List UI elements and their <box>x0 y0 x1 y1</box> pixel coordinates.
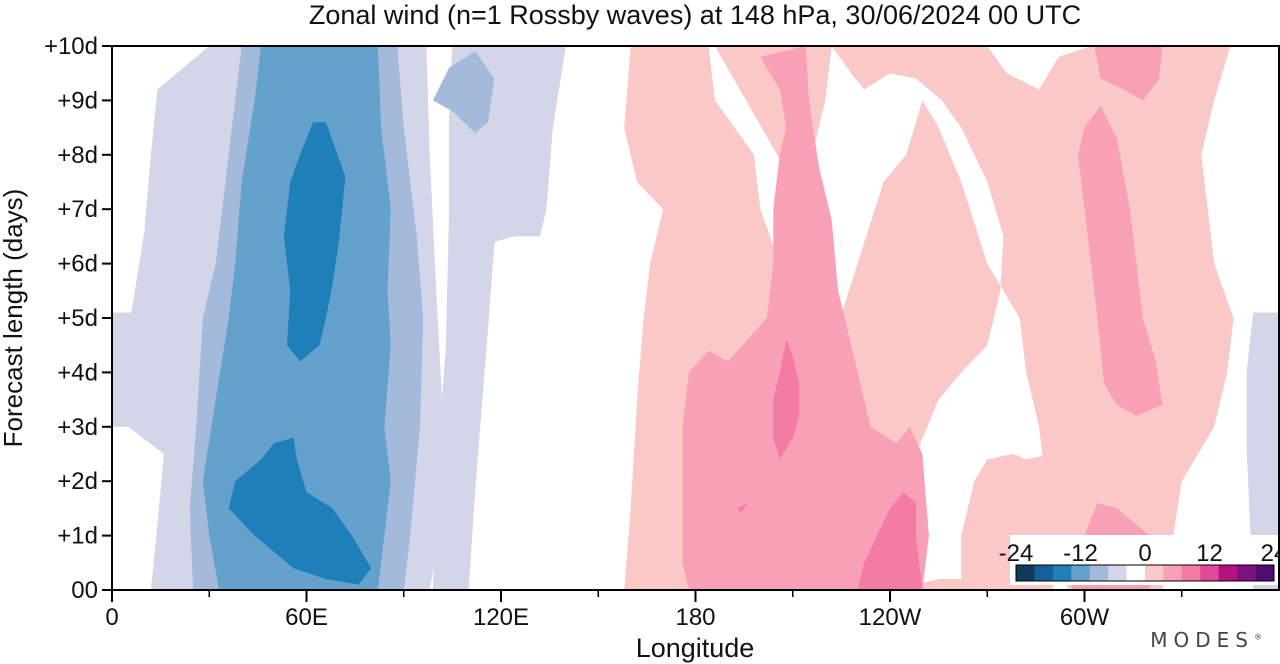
y-axis-label: Forecast length (days) <box>0 189 28 448</box>
chart-title: Zonal wind (n=1 Rossby waves) at 148 hPa… <box>309 0 1081 30</box>
colorbar-swatch-13 <box>1255 565 1275 581</box>
modes-brand-logo: MODES® <box>1150 628 1262 652</box>
x-tick-label-3: 180 <box>675 604 715 631</box>
x-tick-label-2: 120E <box>473 604 529 631</box>
colorbar-swatch-10 <box>1200 565 1220 581</box>
x-tick-label-5: 60W <box>1060 604 1110 631</box>
contour-region-17 <box>715 546 728 580</box>
colorbar-swatch-4 <box>1089 565 1109 581</box>
y-tick-label-9: +9d <box>57 87 98 114</box>
colorbar-label-3: 12 <box>1196 540 1223 567</box>
colorbar-swatch-0 <box>1016 565 1035 581</box>
contour-region-18 <box>737 503 748 514</box>
colorbar-swatch-7 <box>1145 565 1164 581</box>
x-axis-label: Longitude <box>636 633 755 663</box>
colorbar-swatch-5 <box>1108 565 1127 581</box>
contour-region-11 <box>682 46 929 590</box>
x-tick-label-1: 60E <box>285 604 328 631</box>
y-tick-label-5: +5d <box>57 305 98 332</box>
colorbar-label-0: -24 <box>999 540 1034 567</box>
colorbar-frame <box>1015 564 1275 582</box>
colorbar-swatch-6 <box>1126 565 1146 581</box>
y-tick-label-6: +6d <box>57 251 98 278</box>
y-tick-label-2: +2d <box>57 468 98 495</box>
contour-region-12 <box>1078 105 1163 416</box>
colorbar-label-1: -12 <box>1063 540 1098 567</box>
contour-region-13 <box>1094 46 1163 101</box>
colorbar-swatch-11 <box>1218 565 1238 581</box>
y-tick-label-7: +7d <box>57 196 98 223</box>
colorbar-swatch-1 <box>1034 565 1054 581</box>
contour-region-16 <box>857 492 923 590</box>
colorbar-label-4: 24 <box>1261 540 1280 567</box>
registered-mark: ® <box>1254 632 1262 642</box>
colorbar-swatch-12 <box>1237 565 1256 581</box>
contour-region-7 <box>228 437 372 585</box>
brand-name: MODES <box>1150 628 1254 652</box>
contour-region-1 <box>432 46 566 590</box>
colorbar-swatch-3 <box>1071 565 1091 581</box>
colorbar-label-2: 0 <box>1138 540 1151 567</box>
x-tick-label-0: 0 <box>105 604 118 631</box>
y-tick-label-0: 00 <box>71 577 98 604</box>
contour-region-6 <box>283 122 346 362</box>
y-tick-label-10: +10d <box>44 33 98 60</box>
contour-region-4 <box>432 51 495 133</box>
colorbar-swatch-9 <box>1181 565 1201 581</box>
colorbar-swatch-8 <box>1163 565 1183 581</box>
y-tick-label-8: +8d <box>57 142 98 169</box>
y-tick-label-3: +3d <box>57 414 98 441</box>
contour-region-15 <box>773 339 800 460</box>
y-tick-label-4: +4d <box>57 359 98 386</box>
y-tick-label-1: +1d <box>57 523 98 550</box>
contour-region-2 <box>1246 312 1279 590</box>
colorbar-swatch-2 <box>1052 565 1072 581</box>
x-tick-label-4: 120W <box>859 604 922 631</box>
